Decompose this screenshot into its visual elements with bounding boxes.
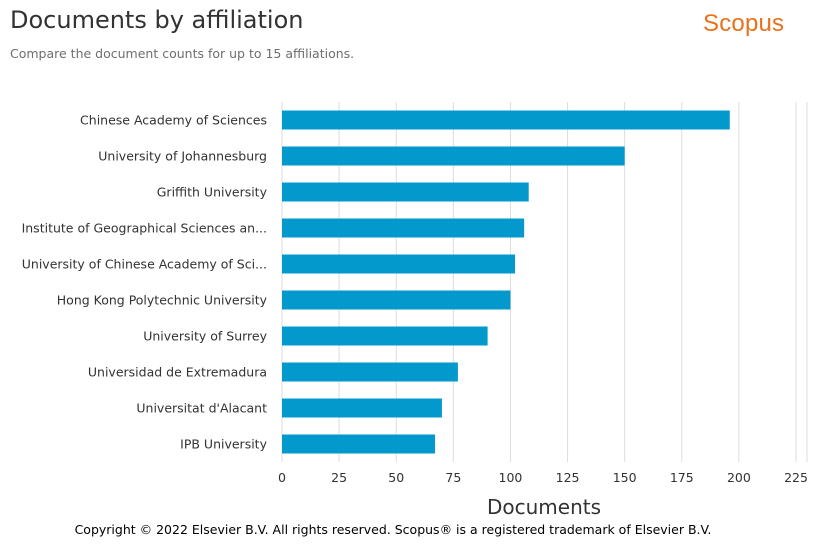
bar[interactable] [282, 398, 442, 418]
category-label: University of Surrey [143, 329, 267, 344]
x-tick-label: 100 [499, 470, 523, 485]
bar[interactable] [282, 110, 730, 130]
x-axis-title: Documents [487, 495, 601, 519]
bar[interactable] [282, 218, 525, 238]
page-subtitle: Compare the document counts for up to 15… [10, 46, 355, 61]
category-label: Institute of Geographical Sciences an... [22, 221, 267, 236]
category-label: University of Johannesburg [98, 149, 267, 164]
chart-x-tick-labels: 0 25 50 75 100 125 150 175 200 225 [278, 470, 808, 485]
chart-bars [282, 110, 730, 454]
bar[interactable] [282, 362, 458, 382]
x-tick-label: 150 [613, 470, 637, 485]
bar[interactable] [282, 182, 529, 202]
x-tick-label: 125 [556, 470, 580, 485]
category-label: University of Chinese Academy of Sci... [22, 257, 267, 272]
x-tick-label: 225 [784, 470, 808, 485]
copyright-footer: Copyright © 2022 Elsevier B.V. All right… [74, 522, 712, 537]
x-tick-label: 75 [445, 470, 461, 485]
bar[interactable] [282, 290, 511, 310]
category-label: Hong Kong Polytechnic University [57, 293, 268, 308]
category-label: IPB University [180, 437, 267, 452]
scopus-logo[interactable]: Scopus [703, 10, 785, 37]
x-tick-label: 50 [388, 470, 404, 485]
bar[interactable] [282, 254, 516, 274]
x-tick-label: 0 [278, 470, 286, 485]
page-title: Documents by affiliation [10, 6, 304, 34]
category-label: Chinese Academy of Sciences [80, 113, 267, 128]
x-tick-label: 175 [670, 470, 694, 485]
chart-category-labels: Chinese Academy of Sciences University of… [22, 113, 268, 452]
x-tick-label: 200 [727, 470, 751, 485]
category-label: Griffith University [157, 185, 268, 200]
bar[interactable] [282, 326, 488, 346]
x-tick-label: 25 [331, 470, 347, 485]
bar[interactable] [282, 434, 436, 454]
documents-by-affiliation-chart: Chinese Academy of Sciences University of… [22, 102, 808, 519]
category-label: Universidad de Extremadura [88, 365, 267, 380]
category-label: Universitat d'Alacant [136, 401, 267, 416]
bar[interactable] [282, 146, 625, 166]
